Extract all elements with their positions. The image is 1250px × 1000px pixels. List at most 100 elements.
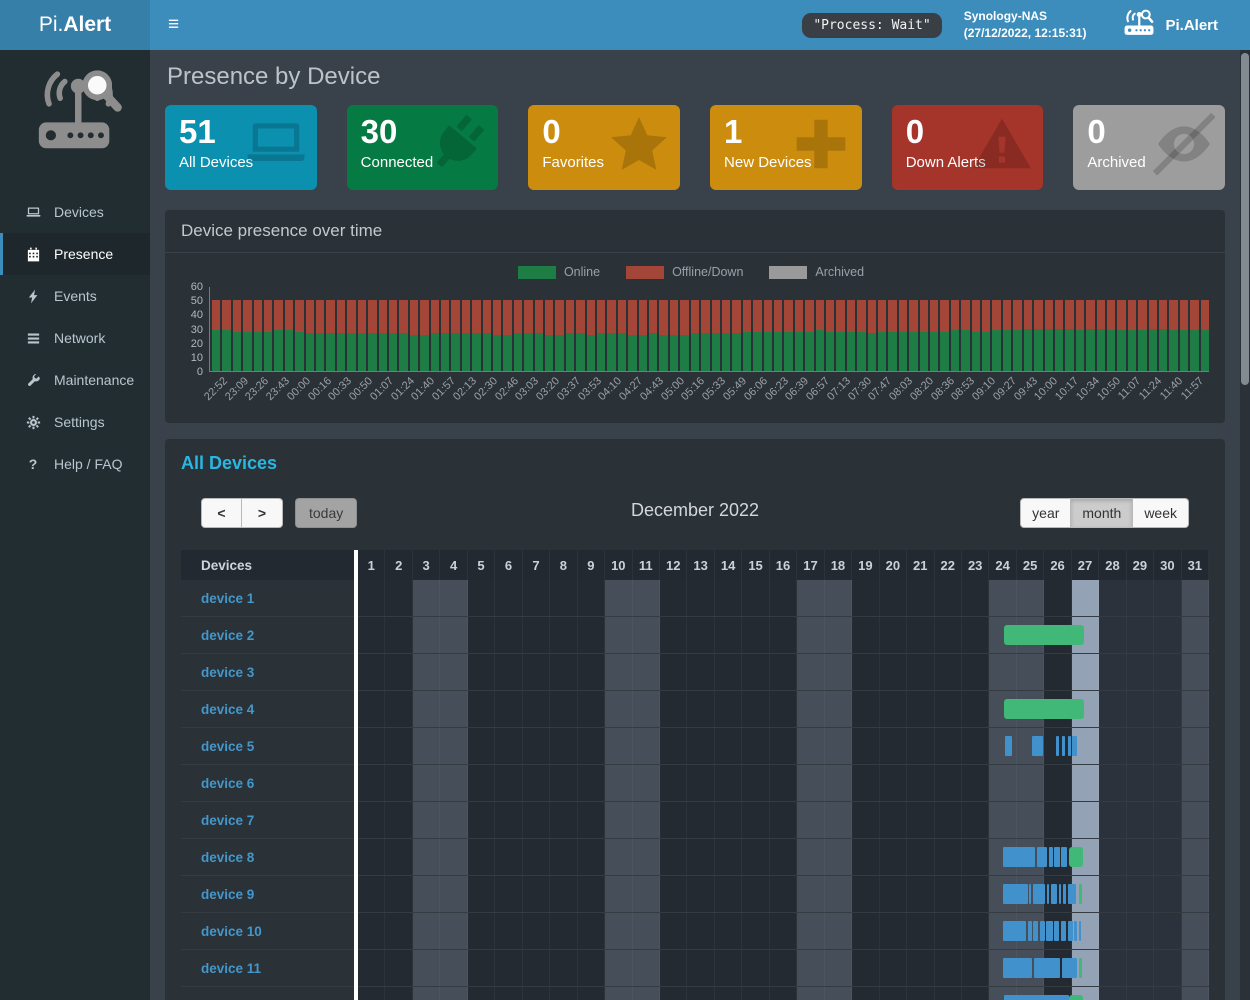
sidebar-item-devices[interactable]: Devices	[0, 191, 150, 233]
presence-bar-online[interactable]	[1004, 625, 1085, 645]
card-down-alerts[interactable]: 0 Down Alerts	[891, 105, 1044, 190]
host-info: Synology-NAS (27/12/2022, 12:15:31)	[964, 8, 1087, 42]
presence-bar-session[interactable]	[1062, 958, 1077, 978]
sidebar-item-maintenance[interactable]: Maintenance	[0, 359, 150, 401]
presence-bar-session[interactable]	[1004, 995, 1069, 1000]
device-link-device-9[interactable]: device 9	[201, 886, 255, 902]
sidebar-item-events[interactable]: Events	[0, 275, 150, 317]
presence-bar-session[interactable]	[1046, 921, 1053, 941]
device-link-device-3[interactable]: device 3	[201, 664, 255, 680]
presence-bar-session[interactable]	[1029, 884, 1032, 904]
device-link-device-2[interactable]: device 2	[201, 627, 255, 643]
sidebar-item-presence[interactable]: Presence	[0, 233, 150, 275]
stacked-bar	[253, 287, 263, 371]
presence-bar-session[interactable]	[1056, 736, 1060, 756]
presence-bar-session[interactable]	[1032, 736, 1043, 756]
presence-bar-session[interactable]	[1061, 847, 1067, 867]
calendar-cell	[412, 728, 441, 764]
calendar-cell	[467, 691, 496, 727]
presence-bar-session[interactable]	[1067, 736, 1071, 756]
stacked-bar	[1075, 287, 1085, 371]
presence-bar-session[interactable]	[1046, 884, 1050, 904]
stacked-bar	[721, 287, 731, 371]
calendar-cell	[742, 765, 770, 801]
presence-bar-session[interactable]	[1062, 736, 1065, 756]
device-link-device-1[interactable]: device 1	[201, 590, 255, 606]
device-link-device-11[interactable]: device 11	[201, 960, 262, 976]
presence-bar-session[interactable]	[1039, 921, 1045, 941]
calendar-cell	[769, 839, 798, 875]
presence-bar-online[interactable]	[1004, 699, 1085, 719]
card-new-devices[interactable]: 1 New Devices	[710, 105, 862, 190]
presence-bar-session[interactable]	[1062, 884, 1066, 904]
view-button-year[interactable]: year	[1020, 498, 1072, 528]
calendar-cell	[687, 913, 715, 949]
calendar-cell	[632, 802, 660, 838]
calendar-cell	[659, 913, 688, 949]
device-link-device-8[interactable]: device 8	[201, 849, 255, 865]
x-tick: 11:57	[1178, 372, 1209, 419]
presence-bar-session[interactable]	[1027, 921, 1032, 941]
calendar-cell	[577, 950, 606, 986]
calendar-cell	[769, 987, 798, 1000]
presence-bar-session[interactable]	[1003, 884, 1028, 904]
stacked-bar	[295, 287, 304, 371]
device-link-device-5[interactable]: device 5	[201, 738, 255, 754]
presence-bar-session[interactable]	[1003, 921, 1027, 941]
presence-bar-session[interactable]	[1072, 736, 1077, 756]
sidebar-item-settings[interactable]: Settings	[0, 401, 150, 443]
device-link-device-6[interactable]: device 6	[201, 775, 255, 791]
next-month-button[interactable]: >	[242, 498, 283, 528]
today-button[interactable]: today	[295, 498, 358, 528]
brand-logo[interactable]: Pi.Alert	[0, 0, 150, 50]
presence-bar-session[interactable]	[1059, 884, 1062, 904]
calendar-cell	[824, 617, 853, 653]
calendar-cell	[385, 950, 413, 986]
presence-bar-session[interactable]	[1054, 847, 1061, 867]
presence-bar-session[interactable]	[1033, 884, 1045, 904]
sidebar-toggle-icon[interactable]: ≡	[168, 14, 180, 35]
app-chip[interactable]: Pi.Alert	[1122, 9, 1236, 41]
presence-bar-session[interactable]	[1078, 921, 1082, 941]
calendar-cell	[824, 913, 853, 949]
view-button-week[interactable]: week	[1133, 498, 1189, 528]
presence-bar-online[interactable]	[1068, 847, 1084, 867]
presence-bar-session[interactable]	[1060, 921, 1067, 941]
card-label: All Devices	[179, 153, 254, 171]
scrollbar-thumb[interactable]	[1241, 53, 1249, 385]
presence-bar-online[interactable]	[1079, 958, 1083, 978]
device-link-device-10[interactable]: device 10	[201, 923, 262, 939]
calendar-cell	[632, 839, 660, 875]
device-link-device-7[interactable]: device 7	[201, 812, 255, 828]
presence-bar-session[interactable]	[1005, 736, 1012, 756]
presence-bar-session[interactable]	[1048, 847, 1053, 867]
card-favorites[interactable]: 0 Favorites	[528, 105, 681, 190]
presence-bar-session[interactable]	[1037, 847, 1047, 867]
presence-bar-online[interactable]	[1068, 995, 1084, 1000]
bolt-icon	[25, 288, 41, 304]
sidebar-item-network[interactable]: Network	[0, 317, 150, 359]
presence-bar-session[interactable]	[1033, 921, 1039, 941]
presence-bar-session[interactable]	[1053, 921, 1060, 941]
stacked-bar	[1044, 287, 1053, 371]
prev-month-button[interactable]: <	[201, 498, 242, 528]
presence-bar-online[interactable]	[1079, 884, 1083, 904]
presence-bar-session[interactable]	[1003, 958, 1033, 978]
presence-bar-session[interactable]	[1034, 958, 1061, 978]
presence-bar-session[interactable]	[1074, 921, 1078, 941]
device-link-device-12[interactable]: device 12	[181, 987, 354, 1000]
presence-bar-session[interactable]	[1051, 884, 1058, 904]
calendar-cell	[879, 950, 908, 986]
calendar-cell	[687, 580, 715, 616]
eye-slash-icon	[1152, 112, 1216, 176]
card-connected[interactable]: 30 Connected	[346, 105, 499, 190]
presence-bar-session[interactable]	[1067, 921, 1074, 941]
presence-bar-session[interactable]	[1003, 847, 1036, 867]
presence-bar-session[interactable]	[1067, 884, 1076, 904]
card-all-devices[interactable]: 51 All Devices	[165, 105, 317, 190]
sidebar-item-help-faq[interactable]: ? Help / FAQ	[0, 443, 150, 485]
device-link-device-4[interactable]: device 4	[201, 701, 255, 717]
card-archived[interactable]: 0 Archived	[1073, 105, 1226, 190]
calendar-cell	[605, 802, 633, 838]
view-button-month[interactable]: month	[1071, 498, 1134, 528]
